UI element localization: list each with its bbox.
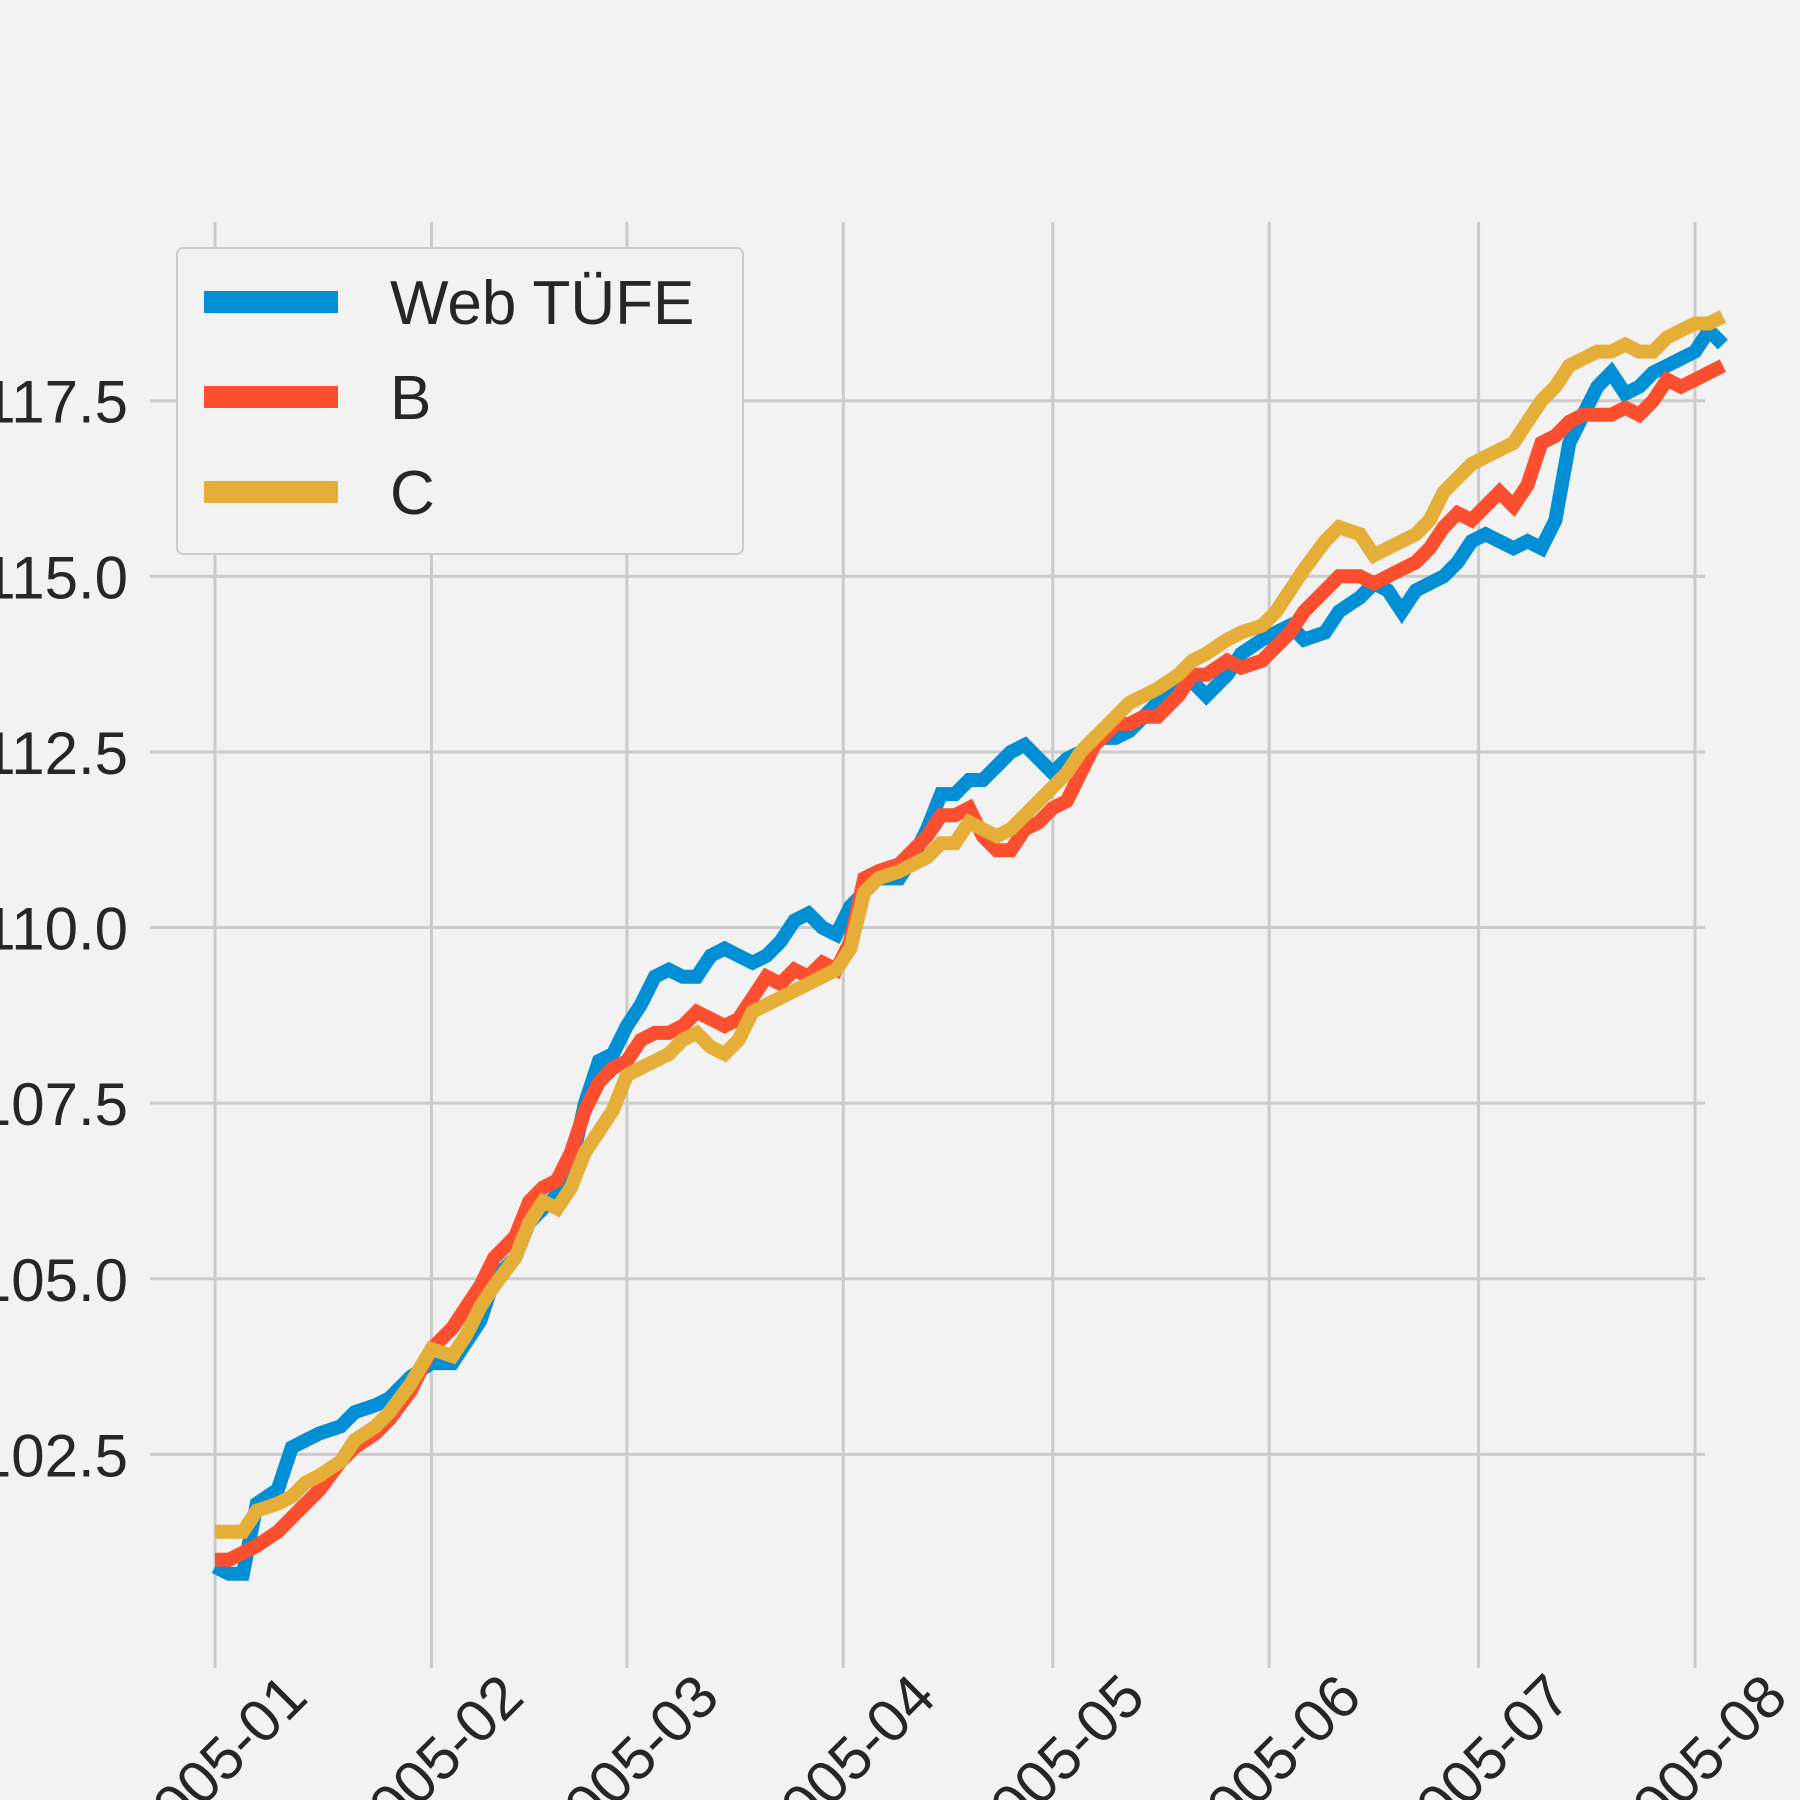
legend-frame <box>176 247 744 555</box>
legend-label-c: C <box>390 459 435 528</box>
y-tick-label: 105.0 <box>0 1247 128 1314</box>
y-tick-label: 110.0 <box>0 896 128 963</box>
y-axis-tick-labels: 102.5 105.0 107.5 110.0 112.5 115.0 117.5 <box>0 369 128 1490</box>
series-line-c <box>215 310 1727 1539</box>
y-tick-label: 112.5 <box>0 720 128 787</box>
legend-label-web-tufe: Web TÜFE <box>390 269 694 338</box>
legend: Web TÜFE B C <box>176 247 744 555</box>
y-tick-label: 107.5 <box>0 1071 128 1138</box>
y-gridlines <box>150 399 1705 1456</box>
series-lines <box>211 310 1728 1581</box>
y-tick-label: 102.5 <box>0 1422 128 1489</box>
legend-label-b: B <box>390 364 431 433</box>
y-tick-label: 115.0 <box>0 544 128 611</box>
y-tick-label: 117.5 <box>0 369 128 436</box>
